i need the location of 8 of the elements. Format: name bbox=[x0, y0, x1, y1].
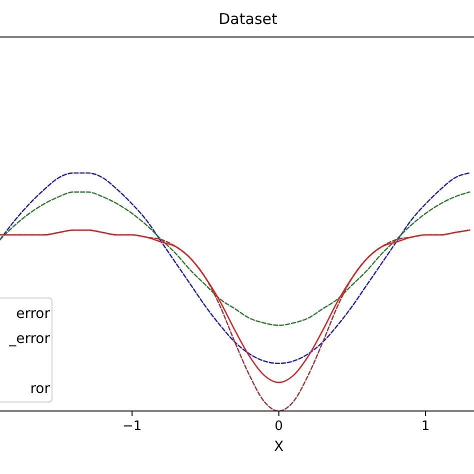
x-tick-label: 0 bbox=[274, 419, 283, 434]
x-tick-label: −1 bbox=[122, 419, 142, 434]
x-axis-title: X bbox=[274, 439, 284, 455]
x-tick-label: 1 bbox=[421, 419, 430, 434]
annotation: error bbox=[16, 306, 50, 322]
chart-title: Dataset bbox=[218, 10, 278, 28]
annotation: _error bbox=[8, 331, 50, 347]
annotation: ror bbox=[30, 381, 50, 397]
